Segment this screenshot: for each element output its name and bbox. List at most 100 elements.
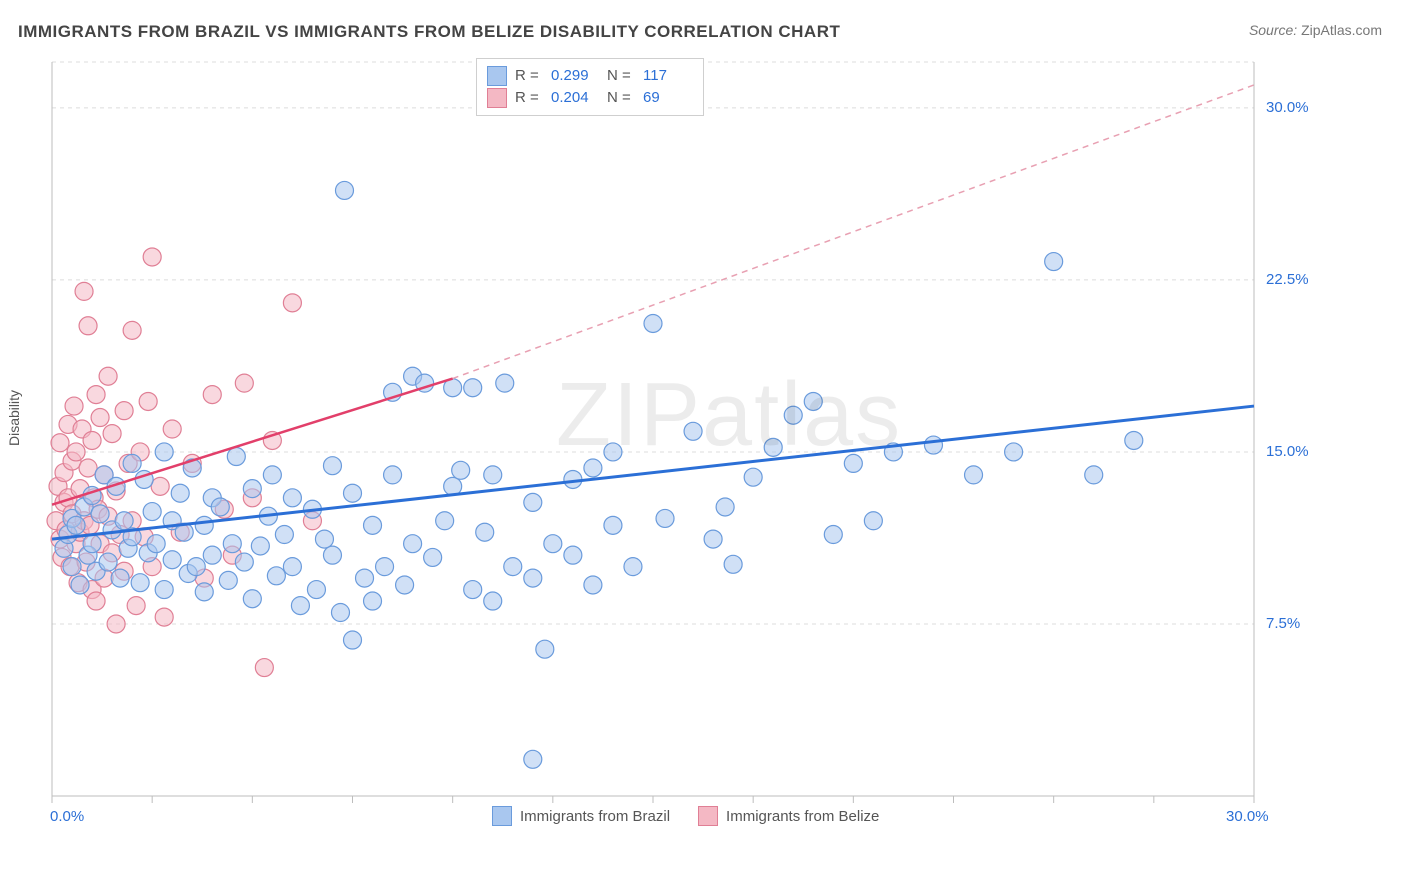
belize-point (143, 248, 161, 266)
brazil-point (724, 555, 742, 573)
belize-point (127, 597, 145, 615)
belize-point (51, 434, 69, 452)
belize-point (115, 402, 133, 420)
brazil-point (211, 498, 229, 516)
brazil-point (356, 569, 374, 587)
legend-label: Immigrants from Brazil (520, 808, 670, 825)
brazil-point (464, 581, 482, 599)
brazil-point (123, 454, 141, 472)
brazil-point (524, 569, 542, 587)
y-tick-label: 15.0% (1266, 443, 1309, 460)
brazil-point (187, 558, 205, 576)
brazil-point (744, 468, 762, 486)
brazil-point (283, 558, 301, 576)
series-legend: Immigrants from Brazil Immigrants from Be… (492, 806, 879, 826)
legend-row-belize: R =0.204N =69 (487, 87, 691, 109)
brazil-point (584, 459, 602, 477)
brazil-point (71, 576, 89, 594)
brazil-point (684, 422, 702, 440)
chart-title: IMMIGRANTS FROM BRAZIL VS IMMIGRANTS FRO… (18, 22, 840, 42)
brazil-point (315, 530, 333, 548)
legend-item-belize: Immigrants from Belize (698, 806, 879, 826)
brazil-point (452, 461, 470, 479)
brazil-point (235, 553, 253, 571)
brazil-point (384, 466, 402, 484)
belize-point (83, 431, 101, 449)
brazil-point (275, 526, 293, 544)
brazil-point (376, 558, 394, 576)
brazil-point (195, 583, 213, 601)
source-attribution: Source: ZipAtlas.com (1249, 22, 1382, 38)
r-label: R = (515, 65, 543, 87)
brazil-point (644, 314, 662, 332)
brazil-point (163, 551, 181, 569)
brazil-point (323, 457, 341, 475)
brazil-point (243, 590, 261, 608)
belize-point (103, 425, 121, 443)
brazil-point (844, 454, 862, 472)
brazil-point (624, 558, 642, 576)
brazil-point (335, 181, 353, 199)
brazil-point (436, 512, 454, 530)
brazil-point (784, 406, 802, 424)
brazil-point (283, 489, 301, 507)
belize-point (67, 443, 85, 461)
belize-point (163, 420, 181, 438)
brazil-point (1045, 253, 1063, 271)
belize-point (151, 477, 169, 495)
brazil-point (83, 535, 101, 553)
brazil-point (424, 548, 442, 566)
belize-point (99, 367, 117, 385)
n-value: 69 (643, 87, 691, 109)
legend-label: Immigrants from Belize (726, 808, 879, 825)
belize-point (107, 615, 125, 633)
brazil-point (524, 493, 542, 511)
y-axis-label: Disability (6, 390, 22, 446)
belize-point (75, 282, 93, 300)
belize-point (79, 459, 97, 477)
brazil-point (307, 581, 325, 599)
scatter-plot-svg (46, 54, 1326, 826)
brazil-point (131, 574, 149, 592)
y-tick-label: 30.0% (1266, 99, 1309, 116)
brazil-point (195, 516, 213, 534)
belize-trend-line-dashed (453, 85, 1254, 379)
brazil-point (484, 592, 502, 610)
brazil-point (364, 592, 382, 610)
brazil-point (604, 516, 622, 534)
brazil-point (344, 631, 362, 649)
brazil-point (864, 512, 882, 530)
brazil-point (804, 392, 822, 410)
brazil-point (496, 374, 514, 392)
brazil-point (223, 535, 241, 553)
brazil-point (584, 576, 602, 594)
brazil-trend-line (52, 406, 1254, 539)
brazil-point (251, 537, 269, 555)
n-value: 117 (643, 65, 691, 87)
belize-point (87, 386, 105, 404)
brazil-point (323, 546, 341, 564)
source-value: ZipAtlas.com (1301, 22, 1382, 38)
brazil-point (484, 466, 502, 484)
belize-point (155, 608, 173, 626)
brazil-point (764, 438, 782, 456)
brazil-point (824, 526, 842, 544)
plot-area: ZIPatlas R =0.299N =117R =0.204N =69 Imm… (46, 54, 1326, 826)
belize-point (203, 386, 221, 404)
brazil-point (1005, 443, 1023, 461)
belize-point (123, 321, 141, 339)
brazil-point (704, 530, 722, 548)
brazil-point (716, 498, 734, 516)
brazil-point (344, 484, 362, 502)
brazil-point (263, 466, 281, 484)
r-value: 0.204 (551, 87, 599, 109)
belize-swatch-icon (698, 806, 718, 826)
n-label: N = (607, 87, 635, 109)
brazil-point (155, 443, 173, 461)
belize-point (255, 659, 273, 677)
brazil-point (1125, 431, 1143, 449)
brazil-point (147, 535, 165, 553)
brazil-point (115, 512, 133, 530)
belize-point (283, 294, 301, 312)
brazil-swatch-icon (487, 66, 507, 86)
